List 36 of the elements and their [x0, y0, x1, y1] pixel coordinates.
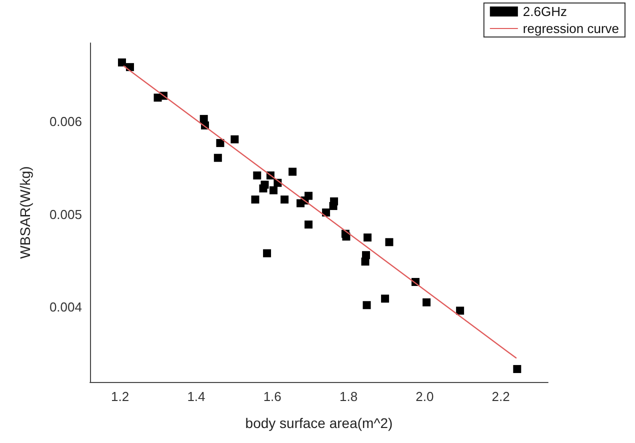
- x-axis-title: body surface area(m^2): [245, 415, 393, 431]
- point: [304, 192, 313, 200]
- x-tick-label: 1.8: [339, 389, 358, 404]
- point: [214, 154, 222, 162]
- y-axis-title: WBSAR(W/kg): [17, 166, 33, 259]
- point: [253, 171, 262, 180]
- point: [329, 202, 338, 210]
- x-tick-label: 1.6: [263, 389, 282, 404]
- point: [361, 258, 370, 266]
- point: [304, 220, 313, 229]
- legend-label: 2.6GHz: [522, 4, 567, 19]
- point: [385, 238, 394, 246]
- legend-label: regression curve: [522, 21, 620, 36]
- x-tick-label: 2.2: [492, 389, 510, 404]
- point: [270, 186, 278, 194]
- point: [381, 294, 390, 303]
- point: [513, 365, 522, 374]
- point: [118, 58, 126, 66]
- point: [251, 196, 260, 204]
- point: [216, 139, 224, 148]
- x-tick-label: 2.0: [416, 389, 434, 404]
- x-tick-label: 1.4: [187, 389, 206, 404]
- point: [259, 184, 268, 192]
- point: [364, 234, 372, 242]
- point: [422, 298, 431, 306]
- x-tick-label: 1.2: [111, 389, 130, 404]
- point: [362, 301, 371, 310]
- point: [342, 232, 350, 241]
- point: [288, 168, 297, 176]
- y-tick-label: 0.005: [49, 206, 82, 222]
- point: [230, 135, 239, 144]
- point: [263, 249, 272, 258]
- point: [280, 196, 289, 204]
- y-tick-label: 0.004: [49, 299, 82, 314]
- y-tick-label: 0.006: [49, 114, 82, 130]
- point: [456, 306, 464, 315]
